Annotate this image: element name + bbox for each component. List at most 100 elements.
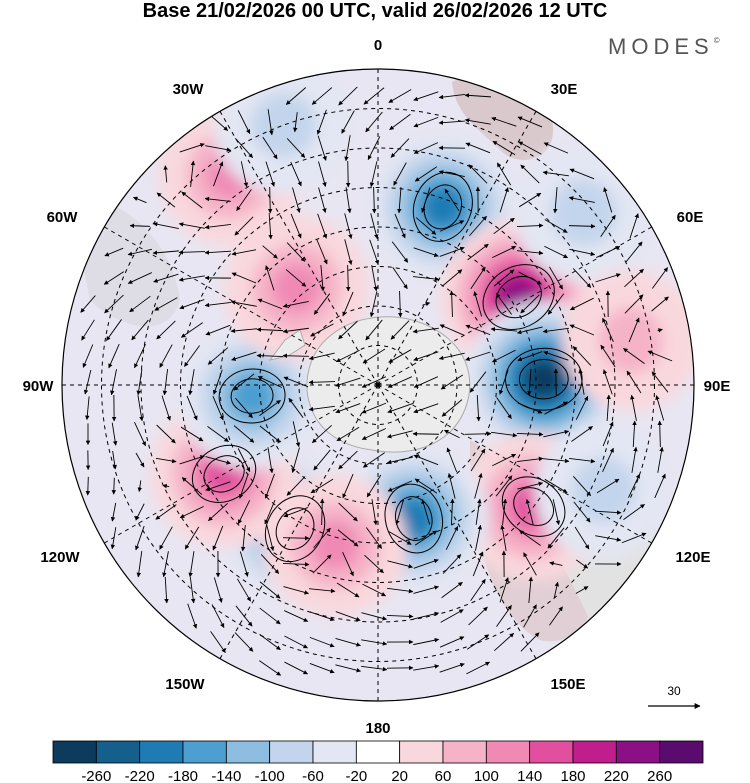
wind-vector (630, 394, 637, 421)
lon-label-150e: 150E (550, 676, 585, 693)
wind-vector (265, 265, 275, 291)
wind-vector (308, 352, 335, 361)
lon-label-30w: 30W (173, 81, 205, 98)
wind-vector (180, 322, 203, 338)
wind-vector (542, 327, 569, 334)
wind-vector (371, 499, 378, 526)
wind-vector (212, 369, 223, 395)
wind-vector (259, 660, 282, 676)
wind-vector (569, 457, 596, 464)
wind-vector (282, 353, 310, 358)
wind-vector (211, 604, 225, 628)
wind-vector (335, 403, 361, 414)
wind-vector (212, 525, 224, 551)
wind-vector (492, 140, 516, 156)
wind-vector (441, 399, 463, 417)
colorbar-swatch (182, 740, 227, 764)
colorbar-swatch (52, 740, 97, 764)
wind-vector (345, 187, 352, 214)
wind-vector (499, 577, 509, 603)
lon-label-30e: 30E (551, 81, 578, 98)
wind-vector (388, 89, 412, 103)
wind-vector (438, 352, 465, 361)
wind-vector (467, 243, 489, 261)
wind-vector (421, 499, 431, 525)
wind-vector (164, 576, 169, 604)
wind-vector (104, 294, 124, 314)
anomaly-contour-fill (598, 307, 663, 374)
wind-vector (443, 429, 460, 439)
wind-vector (386, 456, 413, 465)
wind-vector (464, 118, 491, 125)
wind-vector (528, 576, 534, 603)
contour-line (505, 347, 583, 411)
wind-vector (397, 187, 402, 214)
wind-vector (336, 426, 360, 442)
wind-vector (233, 373, 255, 391)
wind-vector (311, 87, 333, 105)
wind-vector (496, 162, 512, 186)
wind-vector (547, 293, 565, 315)
lon-label-90w: 90W (23, 378, 55, 395)
wind-vector (439, 636, 465, 648)
wind-vector (525, 498, 534, 525)
colorbar-tick-label: -180 (168, 768, 198, 783)
wind-vector (553, 581, 560, 598)
colorbar-swatch (529, 740, 574, 764)
wind-vector (469, 215, 487, 237)
wind-vector (413, 664, 440, 671)
wind-vector (464, 93, 492, 98)
wind-vector (603, 187, 613, 213)
wind-vector (361, 376, 387, 388)
wind-vector (111, 422, 118, 446)
wind-vector (626, 370, 642, 394)
wind-vector (569, 248, 596, 257)
wind-vector (575, 559, 589, 569)
wind-vector (472, 551, 484, 577)
colorbar-tick-label: 260 (647, 768, 672, 783)
wind-vector (213, 577, 223, 603)
wind-vector (651, 267, 669, 289)
colorbar-tick-label: 100 (474, 768, 499, 783)
wind-vector (262, 245, 278, 259)
colorbar-tick-label: 180 (560, 768, 585, 783)
wind-vector (413, 454, 439, 466)
wind-vector (284, 661, 308, 675)
wind-vector (257, 298, 283, 310)
wind-vector (104, 247, 124, 257)
wind-vector (234, 632, 254, 652)
wind-vector (285, 87, 307, 105)
wind-vector (543, 142, 569, 154)
wind-vector (361, 428, 386, 440)
wind-vector (413, 558, 439, 569)
wind-vector (542, 170, 569, 177)
lon-label-60e: 60E (677, 209, 704, 226)
wind-vector (231, 272, 257, 284)
longitude-labels: 0 180 90W 90E 30W 60W 30E 60E 120W 150W … (23, 37, 731, 737)
wind-vector (600, 344, 616, 368)
wind-vector (285, 269, 307, 287)
colorbar-swatch (139, 740, 184, 764)
wind-vector (283, 610, 309, 622)
wind-vector (205, 456, 231, 465)
wind-vector (288, 397, 304, 418)
wind-vector (573, 501, 591, 523)
wind-vector (544, 401, 568, 415)
lon-label-60w: 60W (47, 209, 79, 226)
colorbar-tick-label: -60 (302, 768, 324, 783)
latitude-circle (140, 147, 616, 623)
wind-vector (370, 213, 379, 240)
wind-vector (292, 187, 301, 213)
wind-vector (318, 187, 327, 213)
wind-vector (575, 395, 589, 420)
wind-vector (438, 170, 465, 178)
wind-vector (282, 327, 309, 334)
wind-vector (476, 394, 481, 422)
wind-vector (450, 498, 455, 526)
wind-vector (491, 117, 517, 127)
wind-vector (494, 632, 515, 652)
wind-vector (316, 109, 327, 135)
wind-vector (568, 196, 595, 203)
wind-vector (372, 186, 377, 214)
wind-vector (632, 420, 637, 448)
